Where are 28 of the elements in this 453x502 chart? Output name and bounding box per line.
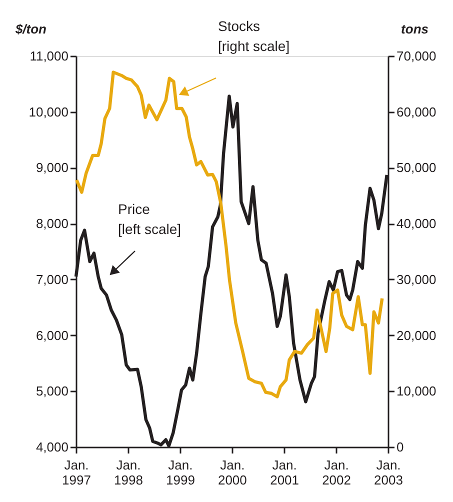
y-tick-label: 7,000: [36, 272, 68, 287]
y-tick-label: 11,000: [30, 48, 68, 64]
y2-axis-title: tons: [401, 22, 428, 36]
text: Stocks [right scale]: [218, 18, 290, 54]
y-tick-label: 10,000: [28, 104, 68, 120]
y2-tick-label: 30,000: [396, 272, 436, 287]
y-tick-label: 4,000: [36, 440, 68, 454]
y-tick-label: 6,000: [36, 328, 68, 343]
y2-tick-label: 20,000: [396, 328, 436, 343]
x-tick-label: Jan. 1998: [114, 458, 143, 488]
x-tick-label: Jan. 2002: [322, 458, 351, 488]
x-tick-label: Jan. 1997: [62, 458, 91, 488]
y2-tick-label: 60,000: [396, 104, 436, 120]
y2-tick-label: 0: [396, 440, 404, 454]
y-tick-label: 5,000: [36, 384, 68, 399]
y-tick-label: 9,000: [36, 160, 68, 176]
x-tick-label: Jan. 2000: [218, 458, 247, 488]
y2-tick-label: 70,000: [396, 48, 436, 64]
y-axis-title: $/ton: [14, 22, 47, 36]
y-tick-label: 8,000: [36, 216, 68, 232]
y2-tick-label: 50,000: [396, 160, 436, 176]
x-tick-label: Jan. 1999: [166, 458, 195, 488]
y2-tick-label: 10,000: [396, 384, 436, 399]
line-series: [74, 70, 384, 398]
y2-tick-label: 40,000: [396, 216, 436, 232]
annotation: Price [left scale]: [118, 201, 182, 237]
x-tick-label: Jan. 2003: [374, 458, 403, 488]
x-tick-label: Jan. 2001: [270, 458, 300, 488]
